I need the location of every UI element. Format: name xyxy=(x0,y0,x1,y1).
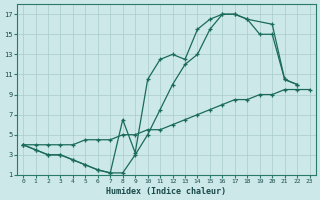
X-axis label: Humidex (Indice chaleur): Humidex (Indice chaleur) xyxy=(106,187,226,196)
